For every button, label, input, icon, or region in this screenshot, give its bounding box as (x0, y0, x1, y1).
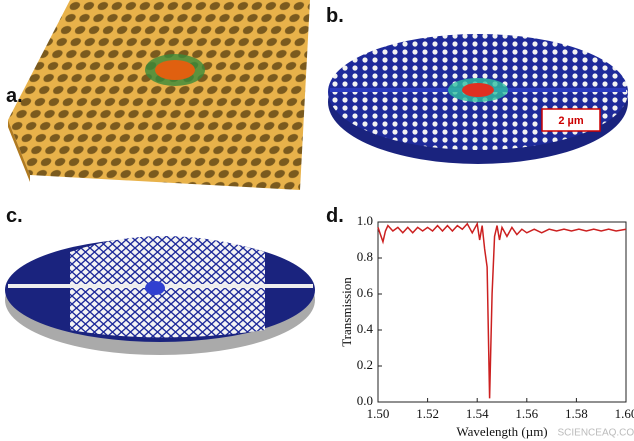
x-tick-label: 1.52 (416, 406, 439, 421)
x-tick-label: 1.54 (466, 406, 489, 421)
panel-d: d. Wavelength (µm) Transmission 0.0 0.2 0.… (326, 205, 634, 439)
x-tick-label: 1.58 (565, 406, 588, 421)
mode-core (462, 83, 494, 97)
x-tick-label: 1.60 (615, 406, 634, 421)
panel-label: a. (6, 85, 23, 107)
watermark: SCIENCEAQ.COM (557, 428, 634, 439)
panel-label: d. (326, 205, 344, 227)
plot-frame (377, 221, 627, 403)
scale-bar-label: 2 µm (558, 115, 584, 127)
panel-b: 2 µm b. (326, 5, 628, 164)
y-tick-label: 0.8 (357, 249, 373, 264)
x-tick-label: 1.56 (515, 406, 538, 421)
y-tick-label: 0.6 (357, 285, 374, 300)
y-axis-label: Transmission (339, 277, 354, 347)
panel-a: a. (6, 0, 310, 190)
panel-label: b. (326, 5, 344, 27)
slab-edge (8, 120, 30, 182)
honeycomb-slab (8, 0, 310, 190)
transmission-line (377, 221, 627, 399)
y-tick-label: 0.2 (357, 357, 373, 372)
panel-c: c. (5, 205, 315, 355)
mode-core (155, 60, 195, 80)
cavity (145, 281, 165, 295)
y-tick-label: 0.0 (357, 393, 373, 408)
x-axis-label: Wavelength (µm) (456, 424, 547, 439)
y-tick-label: 1.0 (357, 213, 373, 228)
x-tick-label: 1.50 (367, 406, 390, 421)
panel-label: c. (6, 205, 23, 227)
y-tick-label: 0.4 (357, 321, 374, 336)
scale-bar-box (541, 108, 601, 132)
